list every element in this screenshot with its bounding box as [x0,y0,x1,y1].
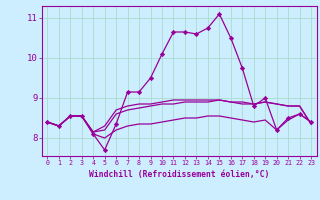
X-axis label: Windchill (Refroidissement éolien,°C): Windchill (Refroidissement éolien,°C) [89,170,269,179]
